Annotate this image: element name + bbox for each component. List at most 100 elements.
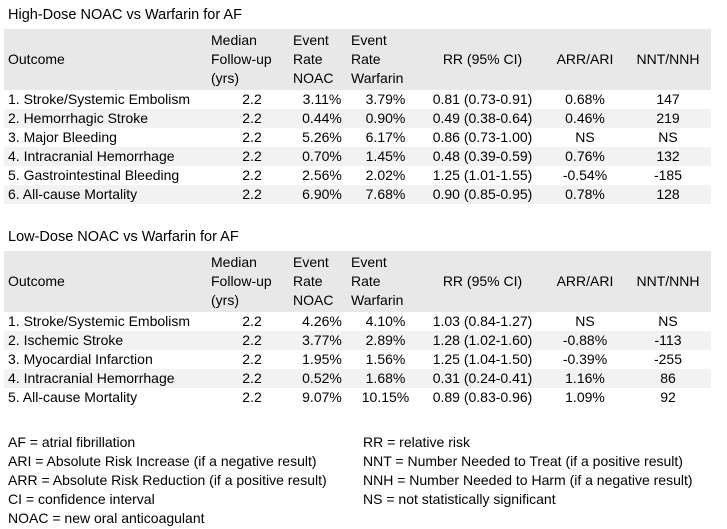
column-header-rr-ci: RR (95% CI) xyxy=(420,29,545,90)
footnote-nnh: NNH = Number Needed to Harm (if a negati… xyxy=(363,472,693,488)
value-cell: 0.31 (0.24-0.41) xyxy=(420,369,545,388)
value-cell: 2.56% xyxy=(302,167,342,183)
value-cell: 0.48 (0.39-0.59) xyxy=(420,147,545,166)
outcome-cell: 1. Stroke/Systemic Embolism xyxy=(8,91,191,107)
value-cell: 0.90% xyxy=(351,109,420,128)
value-cell: 0.90 (0.85-0.95) xyxy=(420,185,545,204)
value-cell: 0.78% xyxy=(545,185,625,204)
value-cell: 0.89 (0.83-0.96) xyxy=(432,389,533,405)
outcome-cell: 4. Intracranial Hemorrhage xyxy=(4,369,211,388)
outcome-cell: 3. Major Bleeding xyxy=(8,129,117,145)
value-cell: 4.10% xyxy=(365,313,406,329)
value-cell: 1.68% xyxy=(351,369,420,388)
outcome-cell: 2. Ischemic Stroke xyxy=(4,331,211,350)
value-cell: 6.17% xyxy=(365,129,406,145)
value-cell: NS xyxy=(575,313,595,329)
outcome-cell: 5. All-cause Mortality xyxy=(8,389,138,405)
value-cell: 2.2 xyxy=(242,313,262,329)
value-cell: -255 xyxy=(653,351,683,367)
abbreviation-footnotes: AF = atrial fibrillation ARI = Absolute … xyxy=(8,433,727,528)
column-header-event-rate-noac: Event Rate NOAC xyxy=(293,29,351,90)
high-dose-table: Outcome Median Follow-up (yrs) Event Rat… xyxy=(4,29,711,204)
value-cell: 3.79% xyxy=(365,91,406,107)
value-cell: 1.28 (1.02-1.60) xyxy=(420,331,545,350)
outcome-cell: 2. Hemorrhagic Stroke xyxy=(4,109,211,128)
table-row: 2. Hemorrhagic Stroke 2.2 0.44% 0.90% 0.49 (… xyxy=(4,109,711,128)
value-cell: 1.25 (1.01-1.55) xyxy=(432,167,533,183)
value-cell: 0.49 (0.38-0.64) xyxy=(420,109,545,128)
column-header-event-rate-warfarin: Event Rate Warfarin xyxy=(351,29,420,90)
table-row: 2. Ischemic Stroke 2.2 3.77% 2.89% 1.28 (1.0… xyxy=(4,331,711,350)
table-row: 1. Stroke/Systemic Embolism 2.2 4.26% 4.10%… xyxy=(4,312,711,331)
value-cell: 0.76% xyxy=(545,147,625,166)
column-header-event-rate-noac: Event Rate NOAC xyxy=(293,251,351,312)
value-cell: -113 xyxy=(625,331,711,350)
low-dose-table-title: Low-Dose NOAC vs Warfarin for AF xyxy=(8,229,239,245)
outcome-cell: 6. All-cause Mortality xyxy=(4,185,211,204)
footnote-arr: ARR = Absolute Risk Reduction (if a posi… xyxy=(8,472,327,488)
value-cell: 4.26% xyxy=(302,313,342,329)
value-cell: 0.44% xyxy=(293,109,351,128)
value-cell: 2.2 xyxy=(242,389,262,405)
value-cell: -0.54% xyxy=(562,167,608,183)
outcome-cell: 5. Gastrointestinal Bleeding xyxy=(8,167,180,183)
column-header-median-followup: Median Follow-up (yrs) xyxy=(211,29,293,90)
value-cell: 3.11% xyxy=(302,91,342,107)
low-dose-table-header: Outcome Median Follow-up (yrs) Event Rat… xyxy=(4,251,711,312)
table-row: 1. Stroke/Systemic Embolism 2.2 3.11% 3.79%… xyxy=(4,90,711,109)
value-cell: 2.2 xyxy=(242,129,262,145)
value-cell: -0.88% xyxy=(545,331,625,350)
footnote-ci: CI = confidence interval xyxy=(8,491,155,507)
value-cell: 1.56% xyxy=(365,351,406,367)
table-row: 6. All-cause Mortality 2.2 6.90% 7.68% 0.90 … xyxy=(4,185,711,204)
value-cell: 1.95% xyxy=(302,351,342,367)
header-row: Outcome Median Follow-up (yrs) Event Rat… xyxy=(4,29,711,90)
value-cell: 128 xyxy=(625,185,711,204)
value-cell: 2.2 xyxy=(211,185,293,204)
value-cell: 3.77% xyxy=(293,331,351,350)
column-header-event-rate-warfarin: Event Rate Warfarin xyxy=(351,251,420,312)
table-row: 5. Gastrointestinal Bleeding 2.2 2.56% 2.02… xyxy=(4,166,711,185)
header-row: Outcome Median Follow-up (yrs) Event Rat… xyxy=(4,251,711,312)
value-cell: 2.89% xyxy=(351,331,420,350)
value-cell: 0.70% xyxy=(293,147,351,166)
low-dose-table: Outcome Median Follow-up (yrs) Event Rat… xyxy=(4,251,711,407)
value-cell: 147 xyxy=(656,91,680,107)
low-dose-table-body: 1. Stroke/Systemic Embolism 2.2 4.26% 4.10%… xyxy=(4,312,711,407)
value-cell: 2.2 xyxy=(242,351,262,367)
value-cell: 1.16% xyxy=(545,369,625,388)
footnotes-left-column: AF = atrial fibrillation ARI = Absolute … xyxy=(8,433,363,528)
value-cell: 0.46% xyxy=(545,109,625,128)
column-header-arr-ari: ARR/ARI xyxy=(545,29,625,90)
value-cell: 86 xyxy=(625,369,711,388)
value-cell: 0.52% xyxy=(293,369,351,388)
value-cell: 1.03 (0.84-1.27) xyxy=(432,313,533,329)
value-cell: 1.09% xyxy=(565,389,605,405)
value-cell: 0.68% xyxy=(565,91,605,107)
column-header-rr-ci: RR (95% CI) xyxy=(420,251,545,312)
value-cell: 0.81 (0.73-0.91) xyxy=(432,91,533,107)
value-cell: -0.39% xyxy=(562,351,608,367)
footnote-ns: NS = not statistically significant xyxy=(363,491,556,507)
value-cell: 2.2 xyxy=(211,147,293,166)
table-row: 3. Major Bleeding 2.2 5.26% 6.17% 0.86 (0.73… xyxy=(4,128,711,147)
value-cell: 2.2 xyxy=(211,369,293,388)
column-header-nnt-nnh: NNT/NNH xyxy=(625,251,711,312)
value-cell: NS xyxy=(575,129,595,145)
column-header-arr-ari: ARR/ARI xyxy=(545,251,625,312)
column-header-outcome: Outcome xyxy=(4,251,211,312)
value-cell: 2.02% xyxy=(365,167,406,183)
value-cell: 2.2 xyxy=(211,109,293,128)
footnotes-right-column: RR = relative risk NNT = Number Needed t… xyxy=(363,433,723,528)
value-cell: 219 xyxy=(625,109,711,128)
value-cell: 1.45% xyxy=(351,147,420,166)
value-cell: 0.86 (0.73-1.00) xyxy=(432,129,533,145)
footnote-af: AF = atrial fibrillation xyxy=(8,434,136,450)
value-cell: 1.25 (1.04-1.50) xyxy=(432,351,533,367)
value-cell: 132 xyxy=(625,147,711,166)
value-cell: 6.90% xyxy=(293,185,351,204)
table-row: 4. Intracranial Hemorrhage 2.2 0.70% 1.45% 0… xyxy=(4,147,711,166)
table-row: 4. Intracranial Hemorrhage 2.2 0.52% 1.68% 0… xyxy=(4,369,711,388)
high-dose-table-header: Outcome Median Follow-up (yrs) Event Rat… xyxy=(4,29,711,90)
